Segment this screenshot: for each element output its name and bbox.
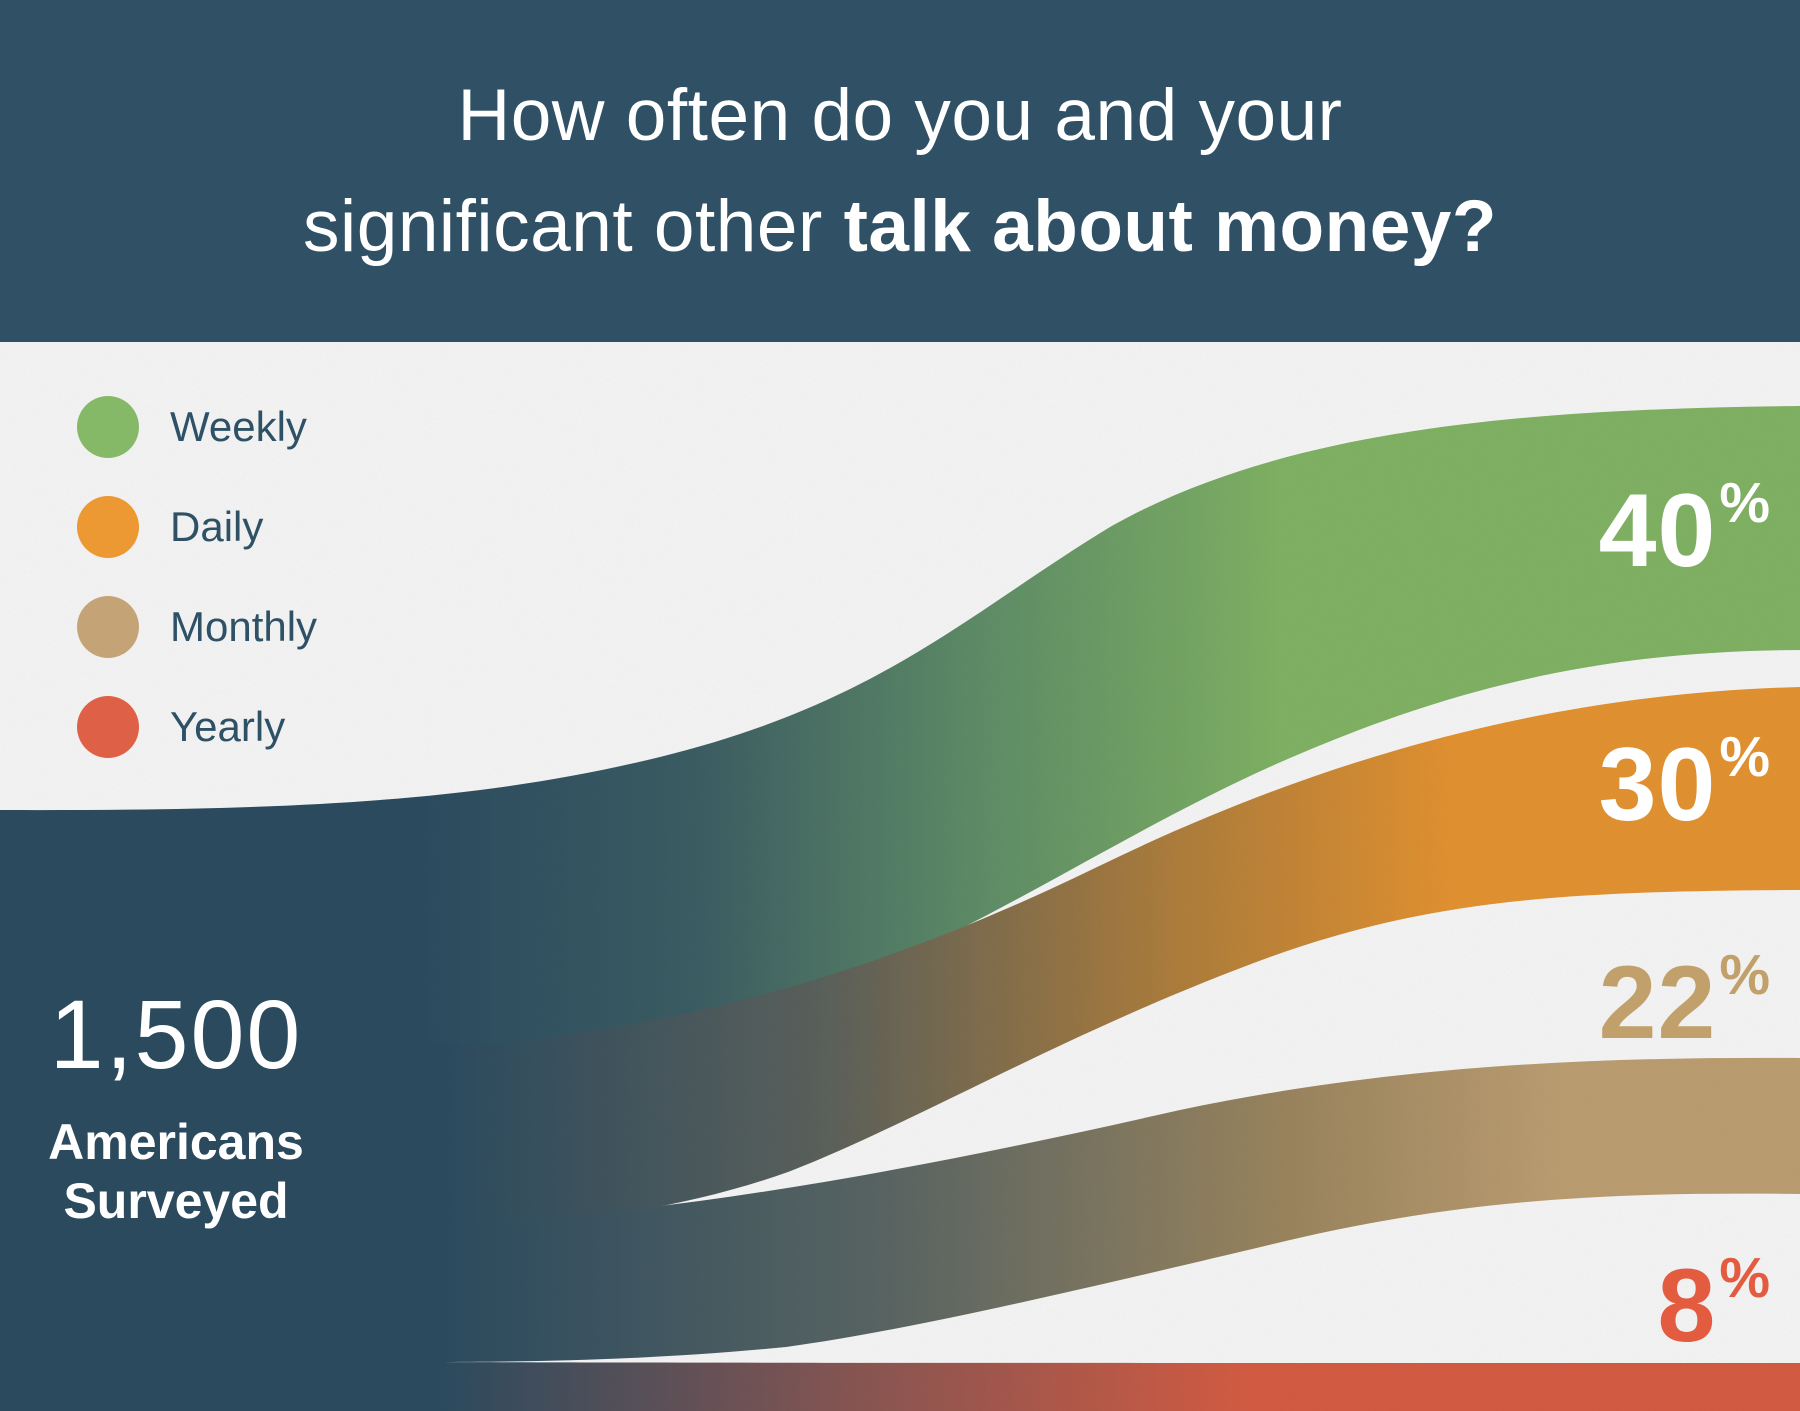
value-label-weekly: 40% (1599, 470, 1770, 591)
title-regular-segment: significant other (303, 186, 823, 267)
legend-label-daily: Daily (170, 503, 264, 550)
respondent-label-line-1: Americans (48, 1114, 304, 1170)
page-title-line-1: How often do you and your (457, 75, 1343, 156)
page-title-line-2: significant other talk about money? (303, 171, 1497, 282)
legend-label-monthly: Monthly (170, 603, 318, 650)
daily-color-dot-icon (77, 496, 139, 558)
legend-item-yearly: Yearly (77, 696, 317, 758)
legend-item-daily: Daily (77, 496, 317, 558)
weekly-color-dot-icon (77, 396, 139, 458)
page-header: How often do you and your significant ot… (0, 0, 1800, 342)
legend-item-weekly: Weekly (77, 396, 317, 458)
title-bold-segment: talk about money? (822, 186, 1497, 267)
percent-sign: % (1719, 725, 1770, 789)
survey-source-stat: 1,500 Americans Surveyed (40, 985, 312, 1231)
value-label-daily: 30% (1599, 724, 1770, 845)
monthly-color-dot-icon (77, 596, 139, 658)
legend: Weekly Daily Monthly Yearly (77, 396, 317, 796)
percent-sign: % (1719, 1246, 1770, 1310)
legend-label-weekly: Weekly (170, 403, 307, 450)
monthly-percent-value: 22 (1598, 945, 1717, 1061)
respondent-count: 1,500 (49, 980, 303, 1089)
yearly-color-dot-icon (77, 696, 139, 758)
percent-sign: % (1719, 471, 1770, 535)
percent-sign: % (1719, 943, 1770, 1007)
yearly-percent-value: 8 (1657, 1248, 1717, 1364)
respondent-label-line-2: Surveyed (63, 1173, 289, 1229)
daily-percent-value: 30 (1598, 727, 1717, 843)
legend-item-monthly: Monthly (77, 596, 317, 658)
value-label-monthly: 22% (1599, 942, 1770, 1063)
value-label-yearly: 8% (1657, 1245, 1770, 1366)
weekly-percent-value: 40 (1598, 473, 1717, 589)
legend-label-yearly: Yearly (170, 703, 286, 750)
